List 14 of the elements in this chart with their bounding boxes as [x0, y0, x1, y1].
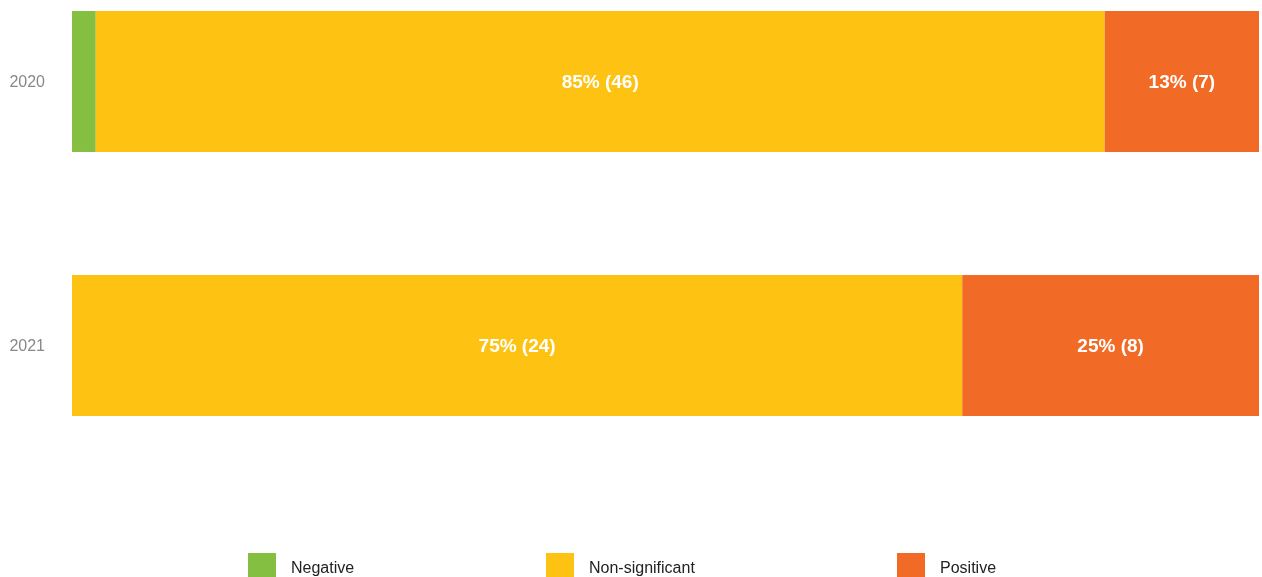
legend-label: Non-significant: [589, 559, 696, 576]
bar: [962, 275, 1259, 416]
legend-label: Positive: [940, 559, 997, 576]
data-label: 85% (46): [561, 71, 639, 93]
bar: [72, 11, 96, 152]
data-label: 13% (7): [1148, 71, 1216, 93]
y-tick-label: 2020: [9, 72, 46, 90]
bar: [72, 275, 963, 416]
y-tick-label: 2021: [9, 336, 46, 354]
legend-label: Negative: [291, 559, 355, 576]
data-label: 25% (8): [1077, 335, 1144, 357]
bar: [1104, 11, 1259, 152]
data-label: 75% (24): [478, 335, 556, 357]
bar: [95, 11, 1105, 152]
